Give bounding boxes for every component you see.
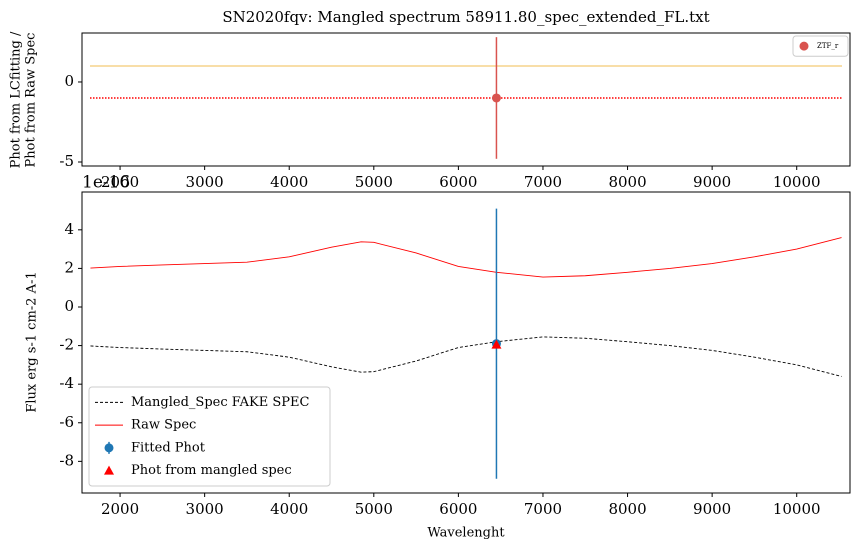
x-tick-label: 7000 — [524, 500, 562, 518]
legend-label: ZTF_r — [817, 42, 839, 50]
y-tick-label: 0 — [64, 297, 74, 315]
data-line — [90, 336, 842, 377]
offset-label: 1e-16 — [82, 173, 130, 193]
y-tick-label: 4 — [64, 220, 74, 238]
legend-label: Fitted Phot — [131, 440, 206, 455]
x-tick-label: 3000 — [186, 500, 224, 518]
axes-frame — [81, 191, 851, 494]
y-tick-label: -2 — [59, 336, 74, 354]
x-tick-label: 10000 — [773, 500, 821, 518]
y-axis-label: Phot from LCfitting / — [9, 31, 24, 168]
y-tick-label: 2 — [64, 258, 74, 276]
legend-box — [792, 35, 849, 57]
x-tick-label: 9000 — [693, 500, 731, 518]
y-tick-label: -4 — [59, 374, 74, 392]
legend-swatch — [104, 465, 114, 475]
x-tick-label: 8000 — [608, 173, 646, 191]
x-tick-label: 10000 — [773, 173, 821, 191]
x-axis-label: Wavelenght — [427, 526, 505, 541]
x-tick-label: 6000 — [439, 500, 477, 518]
legend-label: Phot from mangled spec — [131, 463, 292, 478]
plot-area — [90, 37, 842, 159]
y-tick-label: -6 — [59, 413, 74, 431]
data-line — [90, 237, 842, 278]
legend-label: Raw Spec — [131, 418, 196, 433]
x-tick-label: 5000 — [355, 500, 393, 518]
axes-frame — [81, 32, 851, 167]
legend-swatch — [799, 41, 809, 51]
x-tick-label: 3000 — [186, 173, 224, 191]
legend-box — [88, 386, 331, 487]
marker — [491, 339, 502, 349]
x-tick-label: 6000 — [439, 173, 477, 191]
x-tick-label: 2000 — [101, 173, 139, 191]
x-tick-label: 8000 — [608, 500, 646, 518]
x-tick-label: 2000 — [101, 500, 139, 518]
y-tick-label: -8 — [59, 451, 74, 469]
y-axis-label: Phot from Raw Spec — [24, 33, 39, 168]
y-axis-label: Flux erg s-1 cm-2 A-1 — [25, 271, 40, 412]
x-tick-label: 4000 — [270, 173, 308, 191]
x-tick-label: 5000 — [355, 173, 393, 191]
chart-title: SN2020fqv: Mangled spectrum 58911.80_spe… — [222, 8, 709, 26]
y-tick-label: -5 — [59, 152, 74, 170]
legend-label: Mangled_Spec FAKE SPEC — [131, 395, 310, 410]
y-tick-label: 0 — [64, 72, 74, 90]
marker — [491, 93, 501, 103]
plot-area — [90, 208, 842, 479]
x-tick-label: 7000 — [524, 173, 562, 191]
x-tick-label: 4000 — [270, 500, 308, 518]
legend-swatch — [104, 443, 114, 453]
x-tick-label: 9000 — [693, 173, 731, 191]
